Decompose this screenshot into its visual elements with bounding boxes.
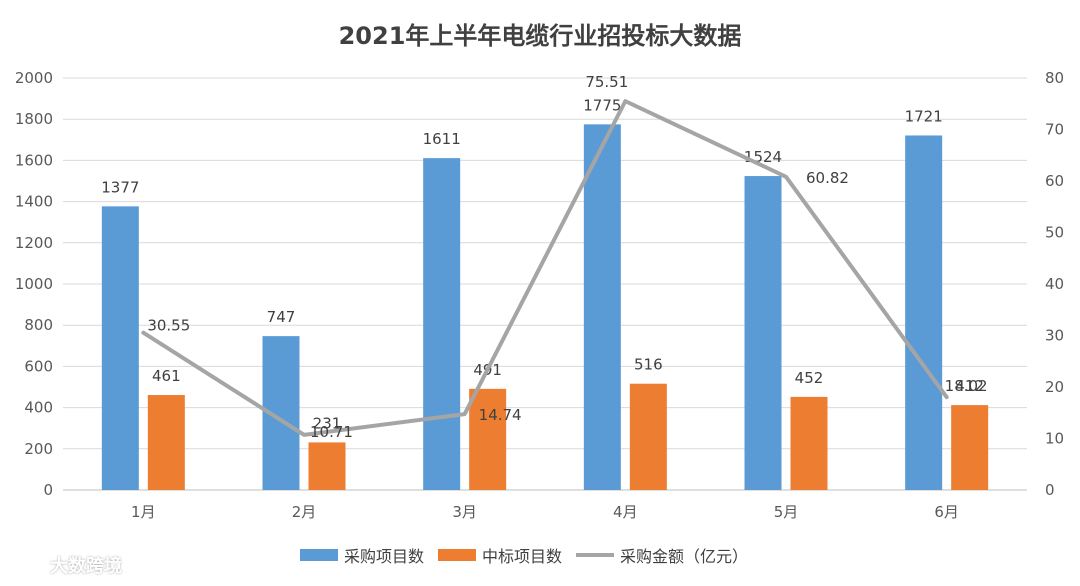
bar-data-label: 412 <box>955 377 984 395</box>
bar <box>951 405 989 490</box>
y-axis-left-tick-label: 1400 <box>15 193 53 211</box>
line-data-label: 14.74 <box>479 406 522 424</box>
legend-label-purchase-count: 采购项目数 <box>344 547 425 566</box>
bar <box>147 395 185 490</box>
y-axis-right-tick-label: 80 <box>1045 69 1064 87</box>
y-axis-left-tick-label: 1200 <box>15 234 53 252</box>
y-axis-left-tick-label: 800 <box>24 316 53 334</box>
y-axis-left-tick-label: 200 <box>24 440 53 458</box>
line-data-label: 60.82 <box>806 169 849 187</box>
y-axis-left-tick-label: 0 <box>43 481 53 499</box>
bar-data-label: 1377 <box>101 178 139 196</box>
y-axis-right-tick-label: 10 <box>1045 430 1064 448</box>
x-axis-tick-label: 5月 <box>774 503 799 521</box>
watermark-text: 大数跨境 <box>50 556 122 577</box>
y-axis-right-tick-label: 30 <box>1045 327 1064 345</box>
bar <box>469 388 507 490</box>
bar <box>790 396 828 490</box>
bar <box>905 135 943 490</box>
legend-item-purchase-count: 采购项目数 <box>300 543 424 567</box>
bar-data-label: 1524 <box>744 148 782 166</box>
legend-item-winning-count: 中标项目数 <box>438 543 562 567</box>
legend-label-winning-count: 中标项目数 <box>482 547 563 566</box>
y-axis-right-tick-label: 20 <box>1045 378 1064 396</box>
x-axis-tick-label: 2月 <box>292 503 317 521</box>
y-axis-left-tick-label: 1000 <box>15 275 53 293</box>
x-axis-tick-label: 4月 <box>613 503 638 521</box>
bar <box>423 158 461 490</box>
y-axis-left-tick-label: 600 <box>24 357 53 375</box>
bar-data-label: 231 <box>313 414 342 432</box>
legend-item-purchase-amount: 采购金额（亿元） <box>576 543 748 567</box>
chart-title: 2021年上半年电缆行业招投标大数据 <box>338 22 742 50</box>
line-data-label: 30.55 <box>147 317 190 335</box>
legend-line-purchase-amount <box>576 553 615 557</box>
bar-data-label: 452 <box>795 369 824 387</box>
line-data-label: 75.51 <box>585 73 628 91</box>
bar <box>101 206 139 490</box>
bar <box>629 383 667 490</box>
bar-data-label: 1721 <box>905 107 943 125</box>
bar-data-label: 1775 <box>583 96 621 114</box>
x-axis-tick-label: 1月 <box>131 503 156 521</box>
legend-swatch-purchase-count <box>300 549 338 561</box>
bar <box>308 442 346 490</box>
y-axis-right-tick-label: 60 <box>1045 172 1064 190</box>
y-axis-right-tick-label: 40 <box>1045 275 1064 293</box>
legend-label-purchase-amount: 采购金额（亿元） <box>620 547 749 566</box>
watermark: 大数跨境 <box>8 552 122 578</box>
brand-logo-icon <box>8 556 46 574</box>
bar <box>744 176 782 490</box>
y-axis-left-tick-label: 1800 <box>15 110 53 128</box>
bar-data-label: 1611 <box>423 130 461 148</box>
x-axis-tick-label: 6月 <box>934 503 959 521</box>
bar-data-label: 461 <box>152 367 181 385</box>
y-axis-right-tick-label: 70 <box>1045 121 1064 139</box>
line-series <box>141 99 949 437</box>
legend-swatch-winning-count <box>438 549 477 561</box>
y-axis-left-tick-label: 1600 <box>15 151 53 169</box>
line-data-label: 18.02 <box>945 377 988 395</box>
y-axis-left-tick-label: 2000 <box>15 69 53 87</box>
chart-legend: 采购项目数 中标项目数 采购金额（亿元） <box>300 543 762 567</box>
y-axis-left-tick-label: 400 <box>24 399 53 417</box>
y-axis-right-tick-label: 0 <box>1045 481 1055 499</box>
line-data-label: 10.71 <box>310 423 353 441</box>
y-axis-right-tick-label: 50 <box>1045 224 1064 242</box>
x-axis-tick-label: 3月 <box>452 503 477 521</box>
bar-data-label: 747 <box>267 308 296 326</box>
bar-data-label: 516 <box>634 356 663 374</box>
bar <box>583 124 621 490</box>
